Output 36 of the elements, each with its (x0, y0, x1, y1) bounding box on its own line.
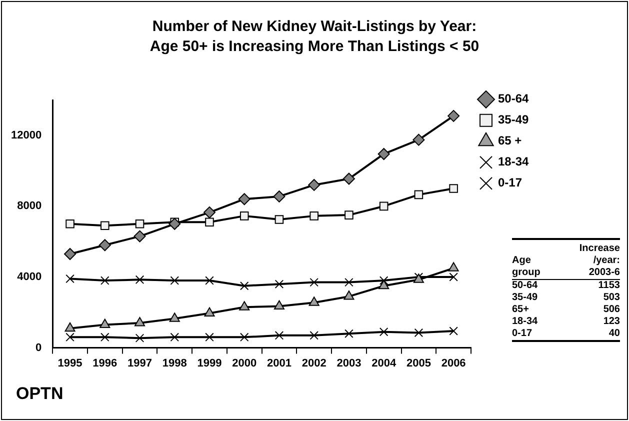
text: 65+ (512, 304, 529, 316)
y-tick-label: 12000 (10, 129, 42, 142)
x-tick-label: 2005 (406, 357, 431, 370)
x-tick-label: 1995 (58, 357, 82, 370)
text: 35-49 (512, 292, 538, 304)
x-tick-label: 2003 (336, 357, 362, 370)
x-tick-label: 1998 (162, 357, 187, 370)
x-tick-label: 2002 (302, 357, 326, 370)
x-tick-label: 2004 (372, 357, 397, 370)
chart-subtitle: Age 50+ is Increasing More Than Listings < 50 (150, 38, 480, 56)
legend-label: 0-17 (498, 176, 522, 190)
legend-label: 35-49 (498, 112, 530, 127)
x-tick-label: 2001 (266, 357, 292, 370)
text: 1153 (598, 280, 620, 292)
x-tick-label: 2006 (441, 357, 466, 370)
text: 503 (603, 292, 620, 304)
legend-label: 18-34 (498, 154, 530, 169)
chart-title: Number of New Kidney Wait-Listings by Year: (152, 18, 477, 36)
text: 506 (603, 304, 620, 316)
x-tick-label: 1996 (92, 357, 118, 370)
y-tick-label: 8000 (17, 200, 42, 212)
text: 123 (603, 316, 620, 328)
x-tick-label: 1999 (197, 357, 222, 370)
text: 50-64 (512, 280, 538, 292)
y-tick-label: 4000 (17, 271, 42, 284)
text: OPTN (16, 384, 64, 404)
text: 40 (608, 328, 620, 340)
x-tick-label: 2000 (232, 357, 257, 370)
legend-label: 50-64 (498, 92, 530, 106)
text: 18-34 (512, 316, 538, 328)
legend-label: 65 + (498, 134, 522, 148)
y-tick-label: 0 (35, 342, 42, 354)
text: Increase /year: 2003-6 (578, 243, 620, 279)
text: 0-17 (512, 328, 532, 340)
text: Age group (512, 255, 542, 279)
x-tick-label: 1997 (128, 357, 152, 370)
